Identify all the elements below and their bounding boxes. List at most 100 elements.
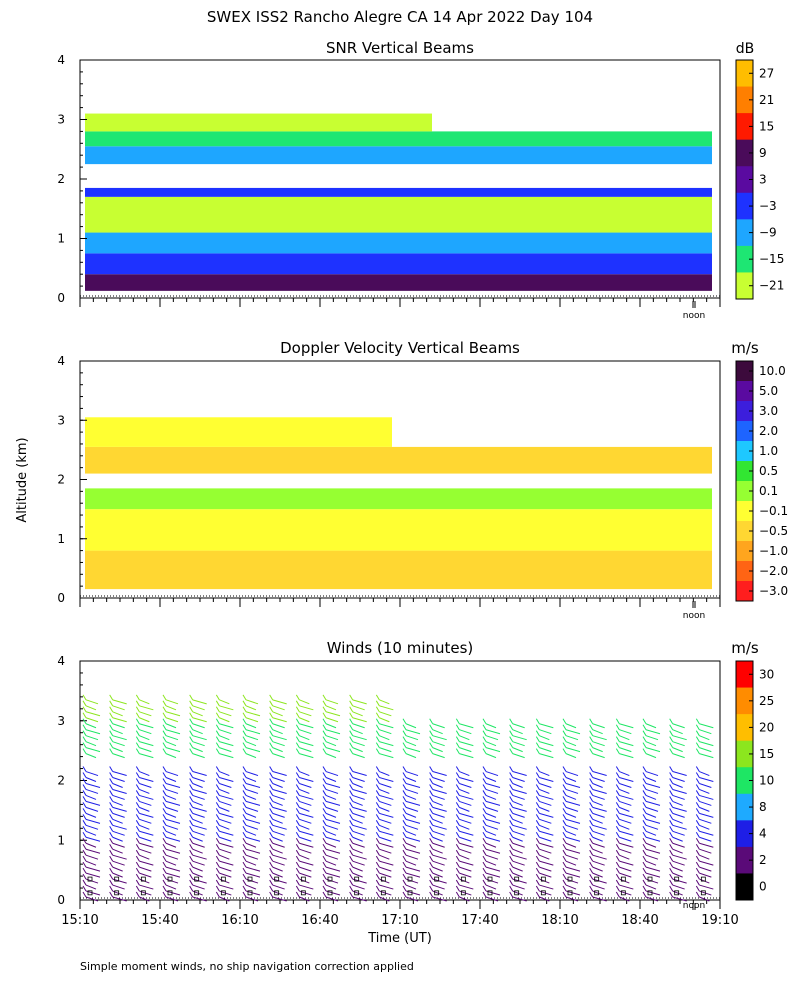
wind-barb-flag bbox=[589, 808, 594, 814]
sample-marker bbox=[647, 876, 653, 882]
wind-barb-flag bbox=[242, 700, 247, 707]
wind-barb bbox=[325, 777, 337, 782]
wind-barb-flag bbox=[509, 879, 514, 886]
wind-barb bbox=[112, 800, 123, 806]
wind-barb-flag bbox=[589, 814, 594, 820]
wind-barb bbox=[192, 705, 205, 711]
wind-barb bbox=[539, 836, 552, 842]
wind-barb-flag bbox=[695, 873, 700, 880]
wind-barb bbox=[325, 711, 341, 717]
wind-barb bbox=[219, 854, 230, 860]
wind-barb-flag bbox=[642, 849, 647, 856]
wind-barb-flag bbox=[295, 861, 300, 868]
wind-barb bbox=[432, 783, 443, 788]
sample-marker bbox=[540, 876, 546, 882]
wind-barb bbox=[459, 854, 470, 860]
wind-barb bbox=[405, 783, 421, 788]
wind-barb-flag bbox=[669, 802, 674, 808]
wind-barb-flag bbox=[455, 784, 460, 790]
sample-marker bbox=[460, 876, 466, 882]
wind-barb-flag bbox=[402, 748, 407, 754]
wind-barb bbox=[219, 842, 234, 848]
wind-barb-flag bbox=[482, 778, 487, 784]
wind-barb-flag bbox=[322, 867, 327, 874]
colorbar-swatch bbox=[736, 245, 753, 273]
wind-barb-flag bbox=[509, 790, 514, 796]
wind-barb bbox=[592, 884, 605, 890]
wind-barb-flag bbox=[215, 879, 220, 886]
wind-barb-flag bbox=[642, 820, 647, 826]
wind-barb bbox=[459, 842, 474, 848]
wind-barb-flag bbox=[162, 879, 167, 886]
winds-units: m/s bbox=[731, 639, 759, 657]
wind-barb bbox=[299, 884, 314, 890]
wind-barb-flag bbox=[82, 742, 87, 748]
colorbar-swatch bbox=[736, 192, 753, 220]
wind-barb-flag bbox=[242, 832, 247, 838]
wind-barb-flag bbox=[482, 802, 487, 808]
wind-barb bbox=[672, 842, 685, 848]
doppler-title: Doppler Velocity Vertical Beams bbox=[280, 339, 520, 357]
wind-barb bbox=[619, 794, 634, 800]
wind-barb bbox=[432, 806, 447, 812]
wind-barb-flag bbox=[295, 724, 300, 730]
wind-barb-flag bbox=[562, 718, 567, 724]
wind-barb-flag bbox=[189, 820, 194, 826]
wind-barb-flag bbox=[669, 790, 674, 796]
wind-barb-flag bbox=[135, 694, 140, 701]
wind-barb-flag bbox=[589, 861, 594, 868]
wind-barb bbox=[539, 747, 552, 753]
wind-barb-flag bbox=[429, 855, 434, 862]
wind-barb bbox=[219, 872, 232, 878]
wind-barb bbox=[139, 830, 154, 836]
wind-barb-flag bbox=[455, 730, 460, 736]
wind-barb-flag bbox=[322, 879, 327, 886]
wind-barb bbox=[379, 848, 392, 854]
wind-barb-flag bbox=[669, 724, 674, 730]
wind-barb-flag bbox=[429, 867, 434, 874]
sample-marker bbox=[114, 890, 120, 896]
wind-barb-flag bbox=[242, 748, 247, 754]
wind-barb bbox=[565, 729, 581, 735]
wind-barb bbox=[592, 848, 603, 854]
wind-barb-flag bbox=[295, 879, 300, 886]
winds-title: Winds (10 minutes) bbox=[327, 639, 474, 657]
wind-barb bbox=[165, 800, 181, 806]
wind-barb-flag bbox=[615, 814, 620, 820]
wind-barb-flag bbox=[322, 718, 327, 724]
wind-barb-flag bbox=[615, 748, 620, 754]
wind-barb bbox=[299, 806, 310, 812]
wind-barb-flag bbox=[162, 873, 167, 880]
wind-barb-flag bbox=[535, 820, 540, 826]
wind-barb bbox=[592, 788, 607, 794]
wind-barb bbox=[272, 896, 287, 902]
wind-barb-flag bbox=[349, 784, 354, 790]
wind-barb bbox=[565, 788, 579, 794]
wind-barb-flag bbox=[269, 814, 274, 820]
wind-barb-flag bbox=[429, 766, 434, 772]
wind-barb-flag bbox=[482, 814, 487, 820]
colorbar-swatch bbox=[736, 561, 753, 582]
wind-barb bbox=[645, 830, 657, 836]
sample-marker bbox=[220, 876, 226, 882]
wind-barb bbox=[485, 729, 501, 735]
wind-barb bbox=[512, 741, 525, 747]
wind-barb bbox=[539, 866, 552, 872]
wind-barb-flag bbox=[482, 843, 487, 850]
wind-barb-flag bbox=[162, 837, 167, 844]
wind-barb bbox=[352, 884, 365, 890]
wind-barb-flag bbox=[455, 826, 460, 832]
sample-marker bbox=[274, 890, 280, 896]
wind-barb bbox=[245, 794, 257, 800]
wind-barb-flag bbox=[562, 849, 567, 856]
wind-barb bbox=[645, 777, 657, 782]
wind-barb-flag bbox=[402, 837, 407, 844]
wind-barb-flag bbox=[509, 742, 514, 748]
wind-barb-flag bbox=[562, 861, 567, 868]
wind-barb bbox=[672, 806, 687, 812]
wind-barb-flag bbox=[242, 784, 247, 790]
wind-barb-flag bbox=[429, 832, 434, 838]
wind-barb bbox=[325, 788, 339, 794]
wind-barb bbox=[619, 783, 632, 788]
wind-barb bbox=[485, 741, 497, 747]
